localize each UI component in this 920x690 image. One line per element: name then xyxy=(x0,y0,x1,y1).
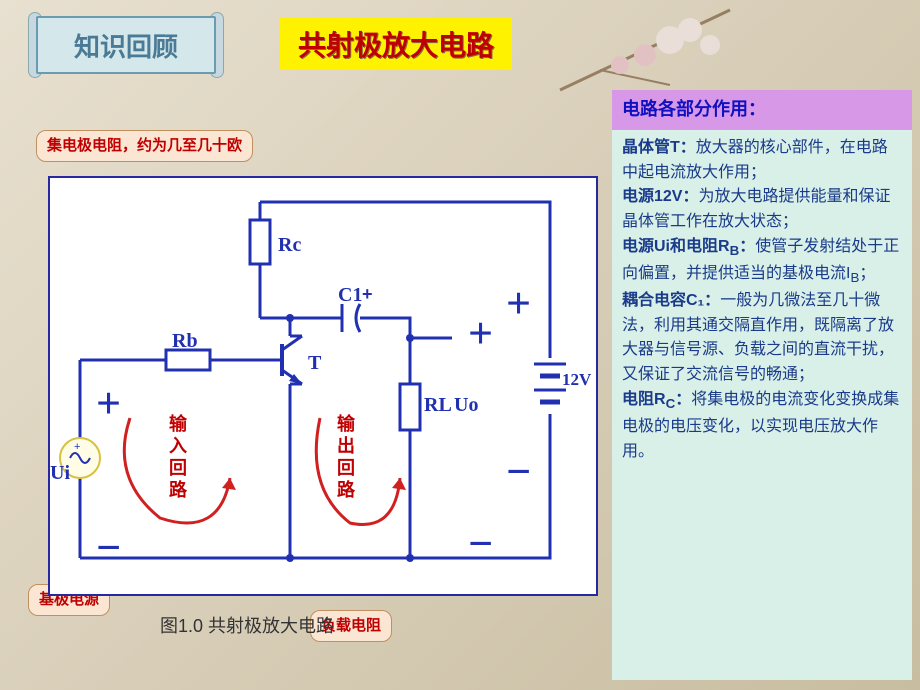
label-rb: Rb xyxy=(172,330,198,353)
p4-key: 耦合电容C₁： xyxy=(622,292,720,309)
figure-caption: 图1.0 共射极放大电路 xyxy=(160,612,334,638)
p1-key: 晶体管T： xyxy=(622,139,696,156)
p2-key: 电源12V： xyxy=(622,188,698,205)
sidebar-explanation: 电路各部分作用： 晶体管T：放大器的核心部件，在电路中起电流放大作用； 电源12… xyxy=(612,90,912,680)
sidebar-heading: 电路各部分作用： xyxy=(612,90,912,130)
label-t: T xyxy=(308,352,321,375)
p5-key: 电阻R xyxy=(622,391,666,408)
p3-tail: ： xyxy=(739,238,755,255)
label-rc: Rc xyxy=(278,234,301,257)
callout-collector-resistor: 集电极电阻，约为几至几十欧 xyxy=(36,130,253,162)
slide-title: 共射极放大电路 xyxy=(280,18,512,70)
p3-key: 电源Ui和电阻R xyxy=(622,238,730,255)
flower-decor xyxy=(550,0,770,100)
p3-sub: B xyxy=(730,243,740,258)
minus-left: − xyxy=(96,522,121,573)
label-12v: 12V xyxy=(562,370,591,390)
knowledge-review-banner: 知识回顾 xyxy=(36,16,216,74)
minus-12v: − xyxy=(506,446,531,497)
label-ui: Ui xyxy=(50,462,70,485)
minus-uo: − xyxy=(468,518,493,569)
p3-sub2: B xyxy=(850,270,859,285)
p3-end: ； xyxy=(859,265,875,282)
plus-12v: + xyxy=(506,278,531,329)
label-rl: RL xyxy=(424,394,452,417)
plus-left: + xyxy=(96,378,121,429)
loop-input-label: 输入回路 xyxy=(164,414,190,502)
svg-text:+: + xyxy=(362,284,373,304)
label-c1: C1 xyxy=(338,284,362,307)
loop-output-label: 输出回路 xyxy=(332,414,358,502)
label-uo: Uo xyxy=(454,394,478,417)
svg-text:+: + xyxy=(74,441,80,453)
plus-uo: + xyxy=(468,308,493,359)
p5-tail: ： xyxy=(675,391,691,408)
circuit-diagram: + + Rc Rb C1 T RL Ui Uo 12V + − + − + xyxy=(48,176,598,596)
sidebar-body: 晶体管T：放大器的核心部件，在电路中起电流放大作用； 电源12V：为放大电路提供… xyxy=(612,130,912,471)
p5-sub: C xyxy=(666,396,676,411)
